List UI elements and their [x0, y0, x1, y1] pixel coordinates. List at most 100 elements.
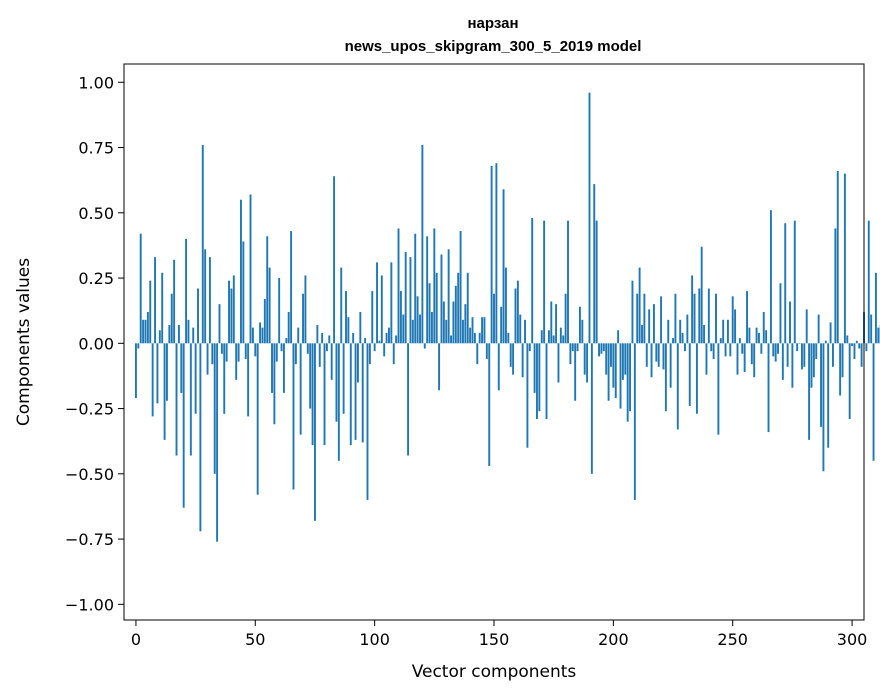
bar-192	[593, 184, 596, 344]
bar-197	[605, 343, 608, 375]
bar-63	[285, 338, 288, 344]
bar-168	[536, 343, 538, 420]
bar-202	[617, 330, 620, 344]
bar-236	[698, 288, 701, 344]
bar-29	[204, 249, 207, 344]
bar-254	[741, 343, 744, 354]
bar-156	[507, 332, 510, 344]
bar-28	[201, 144, 204, 344]
bar-92	[354, 343, 357, 440]
bar-128	[440, 254, 443, 344]
x-tick-label: 250	[717, 630, 748, 649]
bar-135	[457, 272, 460, 344]
bar-185	[576, 343, 579, 352]
bar-300	[851, 343, 854, 346]
bar-241	[710, 343, 713, 352]
bar-142	[473, 332, 476, 344]
bar-129	[442, 301, 445, 344]
bar-170	[540, 330, 543, 344]
bar-260	[755, 327, 758, 344]
bar-82	[330, 343, 333, 380]
bar-165	[528, 343, 531, 352]
bar-181	[567, 220, 569, 344]
bar-244	[717, 343, 720, 435]
bar-81	[328, 335, 331, 344]
y-tick-label: −1.00	[65, 595, 114, 614]
bar-104	[383, 343, 386, 357]
bar-265	[767, 343, 770, 433]
bar-161	[519, 314, 522, 344]
bar-276	[793, 220, 796, 344]
bar-47	[247, 343, 250, 417]
bar-127	[438, 343, 441, 391]
bar-75	[314, 343, 316, 521]
bar-216	[650, 343, 653, 378]
bar-248	[726, 319, 729, 344]
bar-83	[333, 176, 336, 344]
bar-53	[261, 327, 264, 344]
bar-14	[168, 325, 171, 344]
bar-230	[684, 343, 686, 352]
bar-262	[760, 343, 763, 354]
bar-30	[206, 343, 209, 375]
bar-136	[459, 231, 462, 344]
bar-249	[729, 343, 732, 357]
bar-103	[380, 275, 383, 344]
bar-50	[254, 343, 257, 357]
bar-93	[356, 343, 359, 383]
bar-33	[213, 343, 216, 474]
x-tick-label: 100	[359, 630, 390, 649]
bar-96	[364, 338, 367, 344]
bar-4	[144, 319, 147, 344]
bar-146	[483, 317, 486, 344]
bar-131	[447, 249, 450, 344]
bar-150	[493, 293, 495, 344]
bar-247	[724, 343, 727, 357]
bar-281	[805, 309, 808, 344]
bars-group	[134, 92, 880, 542]
bar-26	[197, 288, 199, 344]
bar-190	[588, 92, 591, 344]
x-tick-label: 0	[131, 630, 141, 649]
bar-130	[445, 319, 448, 344]
bar-13	[166, 343, 168, 401]
bar-289	[824, 340, 827, 344]
bar-159	[514, 288, 517, 344]
bar-73	[309, 343, 312, 409]
bar-27	[199, 343, 202, 532]
bar-199	[610, 343, 612, 367]
bar-162	[521, 343, 524, 378]
bar-153	[500, 306, 503, 344]
bar-20	[182, 343, 185, 508]
bar-147	[485, 343, 488, 359]
bar-163	[524, 319, 526, 344]
x-tick-label: 300	[837, 630, 868, 649]
bar-308	[870, 314, 873, 344]
bar-283	[810, 343, 813, 388]
bar-116	[411, 319, 414, 344]
bar-290	[827, 343, 830, 448]
bar-15	[170, 293, 173, 344]
bar-45	[242, 241, 245, 344]
x-axis-label: Vector components	[412, 662, 577, 682]
bar-11	[161, 272, 164, 344]
bar-24	[192, 327, 195, 344]
x-tick-label: 200	[598, 630, 629, 649]
bar-78	[321, 332, 324, 344]
bar-34	[216, 343, 219, 542]
bar-61	[280, 343, 283, 352]
bar-242	[712, 343, 715, 359]
bar-215	[648, 309, 651, 344]
bar-176	[555, 304, 558, 344]
bar-285	[815, 343, 818, 359]
bar-264	[765, 330, 768, 344]
bar-214	[645, 343, 648, 367]
bar-275	[791, 343, 794, 388]
bar-307	[867, 220, 870, 344]
bar-164	[526, 343, 529, 448]
bar-5	[146, 311, 149, 344]
bar-64	[287, 311, 290, 344]
bar-9	[156, 343, 159, 404]
bar-178	[559, 327, 562, 344]
bar-149	[490, 165, 493, 344]
